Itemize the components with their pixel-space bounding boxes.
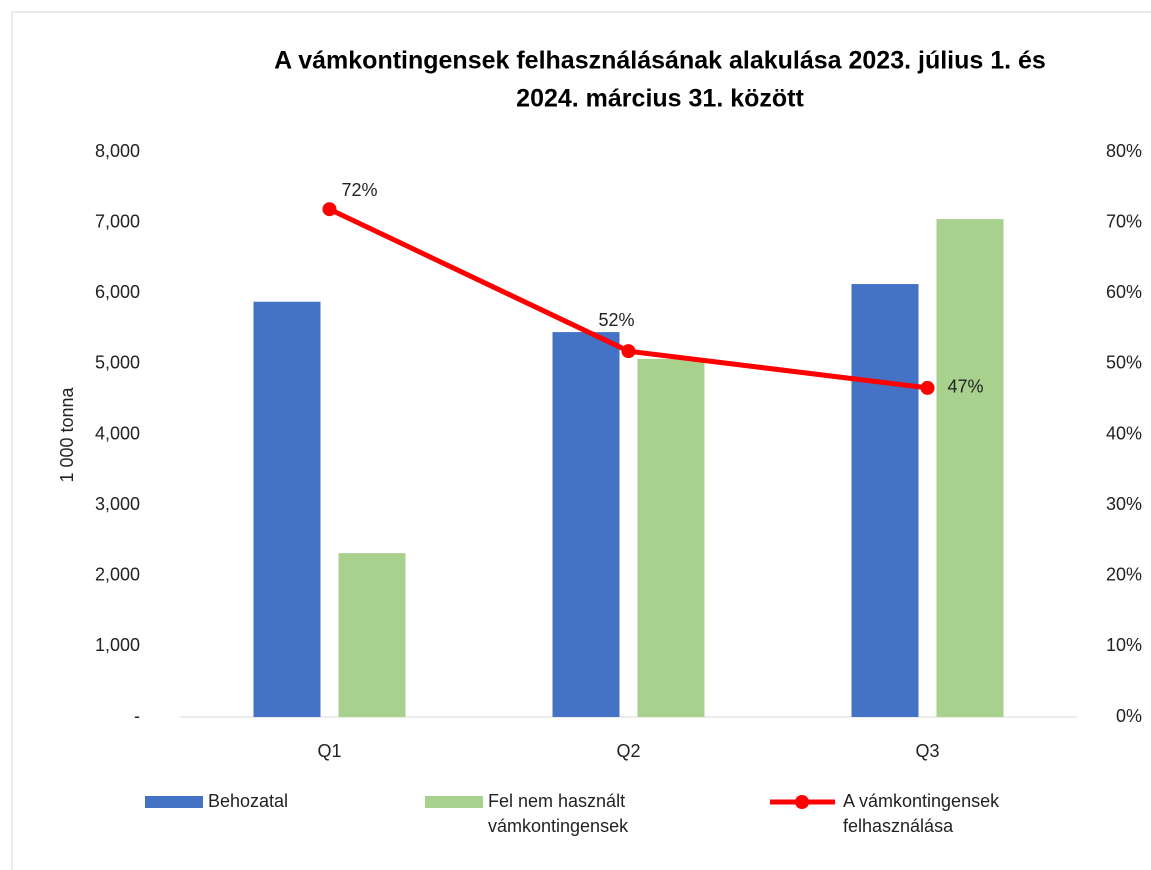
y-tick-label: 1,000: [95, 635, 140, 655]
legend-label: Behozatal: [208, 791, 289, 811]
line-point: [621, 344, 636, 359]
y2-tick-label: 10%: [1106, 635, 1142, 655]
data-label: 72%: [341, 180, 377, 200]
y-axis-label: 1 000 tonna: [57, 386, 77, 482]
bar: [936, 219, 1004, 717]
y-tick-label: 5,000: [95, 353, 140, 373]
bar: [851, 284, 919, 717]
data-label: 52%: [598, 310, 634, 330]
legend-swatch: [425, 796, 483, 808]
x-tick-label: Q3: [915, 741, 939, 761]
data-label: 47%: [948, 377, 984, 397]
bar: [253, 301, 321, 717]
x-tick-label: Q2: [616, 741, 640, 761]
y2-tick-label: 70%: [1106, 211, 1142, 231]
y-tick-label: 4,000: [95, 423, 140, 443]
chart-title: 2024. március 31. között: [516, 85, 804, 113]
y2-tick-label: 80%: [1106, 141, 1142, 161]
y2-tick-label: 20%: [1106, 565, 1142, 585]
y2-tick-label: 60%: [1106, 282, 1142, 302]
legend-swatch: [795, 795, 809, 809]
chart-frame: [11, 11, 1151, 870]
line-point: [920, 380, 935, 395]
y-tick-label: 3,000: [95, 494, 140, 514]
bar: [637, 358, 705, 717]
bar: [552, 332, 620, 717]
y2-tick-label: 40%: [1106, 423, 1142, 443]
legend-label: Fel nem használt vámkontingensek: [488, 791, 629, 836]
y-tick-label: 6,000: [95, 282, 140, 302]
y2-tick-label: 50%: [1106, 353, 1142, 373]
line: [328, 206, 928, 391]
chart-title: A vámkontingensek felhasználásának alaku…: [274, 47, 1046, 75]
y2-tick-label: 0%: [1116, 706, 1142, 726]
x-tick-label: Q1: [317, 741, 341, 761]
bar: [338, 553, 406, 717]
y2-tick-label: 30%: [1106, 494, 1142, 514]
y-tick-label: -: [134, 706, 140, 726]
y-tick-label: 7,000: [95, 211, 140, 231]
legend-swatch: [145, 796, 203, 808]
y-tick-label: 8,000: [95, 141, 140, 161]
line-point: [322, 202, 337, 217]
legend-label: A vámkontingensek felhasználása: [843, 791, 1000, 836]
y-tick-label: 2,000: [95, 565, 140, 585]
